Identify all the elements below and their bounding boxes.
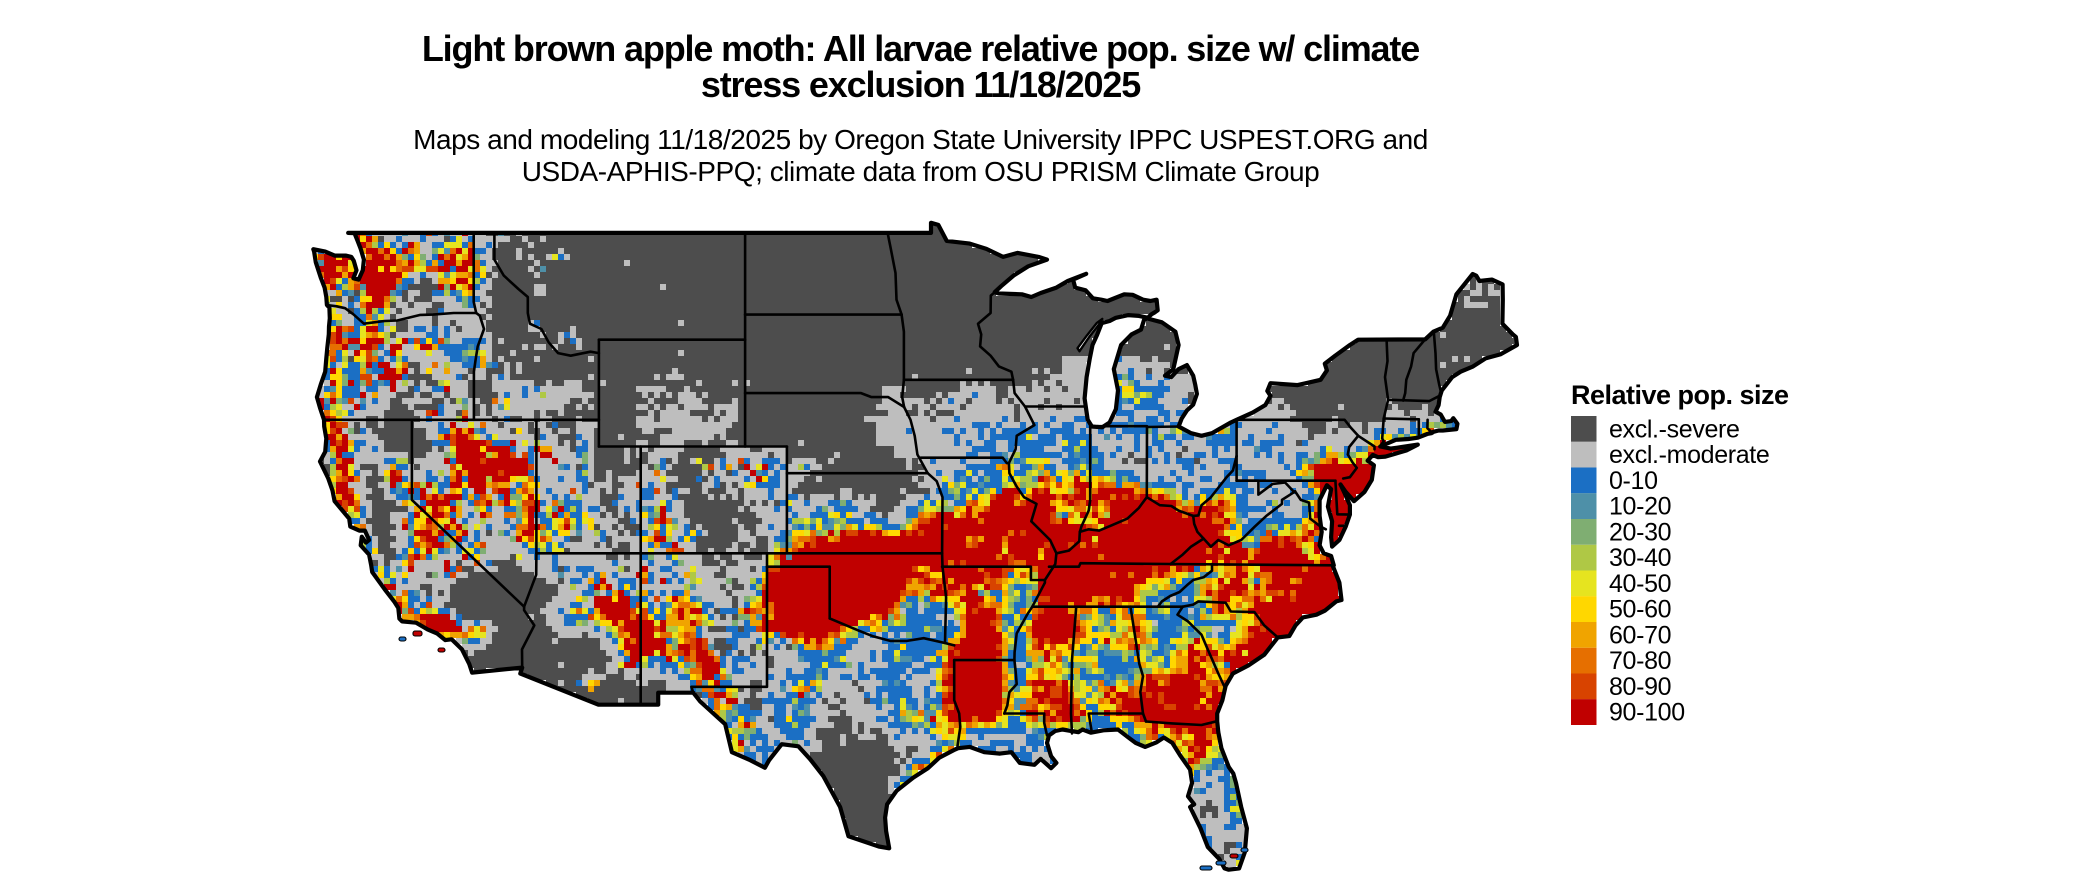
svg-text:80-90: 80-90 [1609,673,1671,701]
svg-text:20-30: 20-30 [1609,518,1671,546]
svg-text:40-50: 40-50 [1609,570,1671,598]
svg-text:60-70: 60-70 [1609,621,1671,649]
svg-text:Relative pop. size: Relative pop. size [1571,380,1789,410]
svg-text:70-80: 70-80 [1609,647,1671,675]
svg-text:excl.-severe: excl.-severe [1609,415,1740,443]
svg-text:90-100: 90-100 [1609,699,1685,727]
svg-text:0-10: 0-10 [1609,467,1658,495]
svg-text:30-40: 30-40 [1609,544,1671,572]
svg-text:50-60: 50-60 [1609,596,1671,624]
svg-text:excl.-moderate: excl.-moderate [1609,441,1769,469]
svg-text:10-20: 10-20 [1609,493,1671,521]
